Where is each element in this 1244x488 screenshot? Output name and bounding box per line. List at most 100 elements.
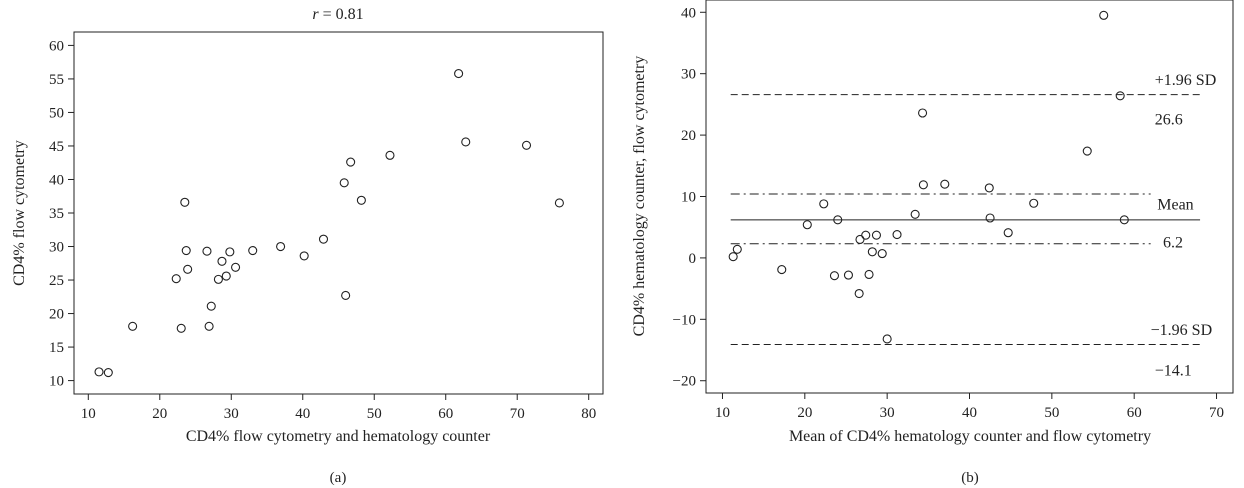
panel-a-data-point [94,367,104,377]
panel-a-data-point [454,69,464,79]
panel-a-data-point [202,246,212,256]
panel-a-x-tick-label: 80 [581,406,596,422]
panel-b-y-axis: −20 −10 0 10 20 30 40 [673,5,706,390]
panel-a-x-tick-label: 10 [81,406,96,422]
panel-b-data-point [1115,91,1125,101]
panel-b-data-point [855,234,865,245]
panel-a-data-point [356,195,366,205]
panel-b-data-point [777,265,787,275]
panel-a-x-tick-label: 20 [152,406,167,422]
panel-b-x-tick-label: 20 [797,405,812,421]
panel-a-data-point [183,264,193,274]
panel-b-data-point [1029,198,1039,208]
panel-a-data-point [206,301,216,311]
panel-a-data-point [276,241,286,252]
panel-a-y-tick-label: 25 [49,273,64,289]
panel-a-y-tick-label: 20 [49,307,64,323]
panel-b-data-point [918,180,928,190]
panel-b-data-point [1003,228,1013,238]
panel-a-x-tick-label: 70 [510,406,525,422]
panel-a-x-tick-label: 50 [367,406,382,422]
panel-b-x-tick-label: 70 [1209,405,1224,421]
panel-a-data-point [221,271,231,281]
panel-b-data-point [732,244,742,254]
panel-b-data-point [892,230,902,240]
panel-a-y-tick-label: 30 [49,240,64,256]
panel-b-y-tick-label: 30 [681,67,696,83]
panel-b-label: (b) [961,470,979,486]
panel-b-y-tick-label: −10 [673,312,696,328]
panel-b-data-point [802,220,812,230]
panel-a-data-point [204,321,214,331]
panel-b-x-tick-label: 50 [1044,405,1059,421]
panel-b-data-point [882,334,892,344]
panel-b-data-point [877,249,887,259]
panel-a-data-point [248,245,258,256]
panel-b-annotation: −1.96 SD [1151,322,1212,339]
panel-a-x-tick-label: 60 [438,406,453,422]
panel-a-y-tick-label: 15 [49,340,64,356]
panel-b-data-point [867,247,877,257]
panel-b-bland-altman-plot: 10 20 30 40 50 60 70 −20 −10 0 10 20 30 40 +1.96 SD 2… [631,0,1234,486]
panel-b-data-point [871,230,882,240]
panel-a-data-point [103,367,113,378]
panel-a-data-point [176,323,186,333]
panel-b-y-tick-label: 10 [681,190,696,206]
panel-b-annotation: Mean [1157,196,1193,213]
panel-b-data-point [861,230,871,240]
panel-b-y-axis-label: CD4% hematology counter, flow cytometry [631,56,648,337]
panel-a-y-tick-label: 35 [49,206,64,222]
panel-b-data-point [843,270,854,280]
panel-b-data-points [728,10,1129,344]
panel-b-data-point [985,213,995,223]
panel-a-label: (a) [330,470,347,486]
panel-b-x-tick-label: 40 [962,405,977,421]
panel-b-x-axis-label: Mean of CD4% hematology counter and flow… [789,428,1151,445]
panel-b-data-point [854,288,864,299]
panel-a-x-axis-label: CD4% flow cytometry and hematology count… [186,428,491,445]
panel-a-data-point [181,245,191,256]
panel-b-annotation: 26.6 [1155,112,1183,129]
panel-b-y-tick-label: 0 [689,251,697,267]
panel-b-x-tick-label: 30 [880,405,895,421]
panel-b-data-point [940,179,950,189]
panel-b-reference-lines [730,94,1201,345]
panel-a-data-point [217,256,227,266]
panel-b-data-point [728,252,738,262]
panel-b-data-point [1082,146,1092,156]
panel-a-title-variable: r [312,6,319,23]
panel-b-x-axis: 10 20 30 40 50 60 70 [715,393,1224,421]
panel-a-data-point [385,150,395,160]
panel-a-x-tick-label: 40 [295,406,310,422]
panel-a-plot-frame [73,31,604,395]
panel-a-y-tick-label: 50 [49,105,64,121]
panel-a-data-point [171,274,181,284]
panel-a-data-point [225,247,235,257]
panel-b-data-point [984,183,994,193]
panel-a-y-tick-label: 45 [49,139,64,155]
panel-a-data-point [346,157,356,167]
panel-a-y-tick-label: 10 [49,374,64,390]
panel-a-data-point [318,234,329,244]
panel-a-data-point [339,178,349,188]
panel-a-title-value: = 0.81 [319,6,364,23]
panel-b-data-point [1119,215,1129,225]
panel-a-data-point [299,251,309,261]
panel-a-x-axis: 10 20 30 40 50 60 70 80 [81,394,596,422]
panel-a-data-point [128,321,138,331]
panel-a-y-tick-label: 40 [49,172,64,188]
panel-a-data-point [554,198,564,208]
panel-b-x-tick-label: 10 [715,405,730,421]
panel-a-x-tick-label: 30 [224,406,239,422]
panel-b-y-tick-label: 20 [681,128,696,144]
panel-a-data-point [231,262,241,272]
panel-a-scatter-plot: r = 0.81 10 20 30 40 50 60 70 80 10 15 20 25 30 35 40… [11,6,604,486]
panel-a-data-point [461,137,471,147]
panel-a-data-point [341,290,351,301]
panel-b-annotations: +1.96 SD 26.6 Mean 6.2 −1.96 SD −14.1 [1151,72,1217,379]
panel-a-data-point [213,274,223,284]
panel-b-data-point [1099,10,1109,20]
panel-b-annotation: −14.1 [1155,362,1192,379]
panel-b-annotation: 6.2 [1163,235,1183,252]
